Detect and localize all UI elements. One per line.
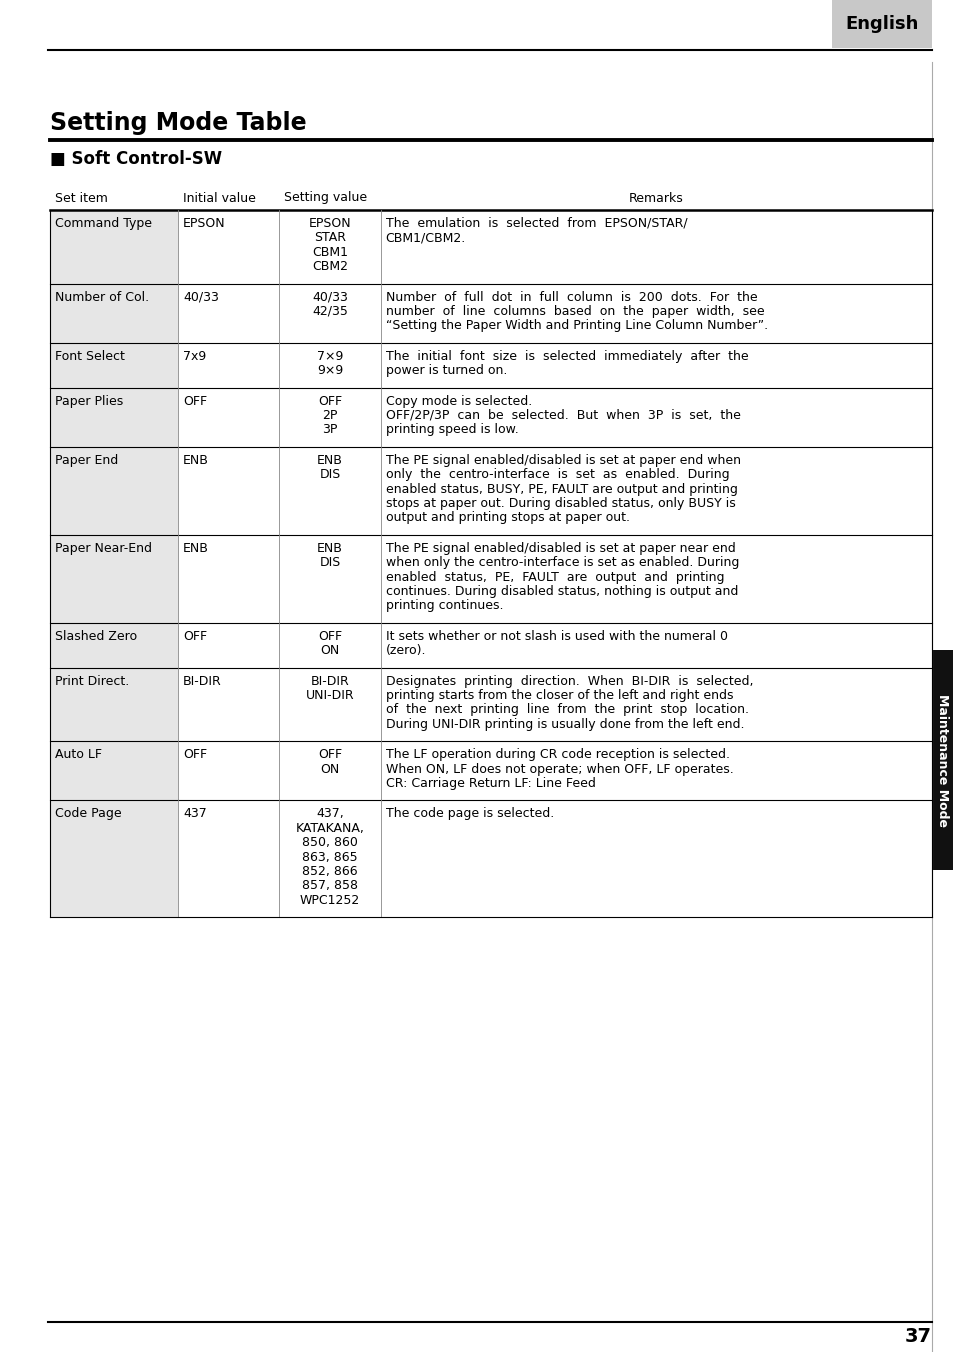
Text: 7x9: 7x9	[183, 350, 206, 362]
Text: Setting Mode Table: Setting Mode Table	[50, 111, 306, 135]
Text: ENB: ENB	[183, 454, 209, 466]
Text: printing starts from the closer of the left and right ends: printing starts from the closer of the l…	[385, 690, 733, 702]
Text: OFF: OFF	[183, 748, 207, 761]
Text: output and printing stops at paper out.: output and printing stops at paper out.	[385, 511, 629, 525]
Bar	[50, 800, 177, 917]
Text: The LF operation during CR code reception is selected.: The LF operation during CR code receptio…	[385, 748, 729, 761]
Text: English: English	[844, 15, 918, 32]
Text: Set item: Set item	[55, 192, 108, 204]
Text: Initial value: Initial value	[183, 192, 255, 204]
Text: The PE signal enabled/disabled is set at paper end when: The PE signal enabled/disabled is set at…	[385, 454, 740, 466]
Text: Code Page: Code Page	[55, 807, 121, 821]
Text: CR: Carriage Return LF: Line Feed: CR: Carriage Return LF: Line Feed	[385, 777, 595, 790]
Text: number  of  line  columns  based  on  the  paper  width,  see: number of line columns based on the pape…	[385, 306, 763, 318]
Bar	[931, 650, 953, 869]
Text: Paper Near-End: Paper Near-End	[55, 542, 152, 554]
Text: 42/35: 42/35	[312, 306, 348, 318]
Text: 437,: 437,	[315, 807, 343, 821]
Text: Paper End: Paper End	[55, 454, 118, 466]
Text: OFF: OFF	[183, 395, 207, 407]
Text: WPC1252: WPC1252	[299, 894, 360, 907]
Text: 37: 37	[904, 1328, 931, 1347]
Bar	[50, 284, 177, 343]
Text: stops at paper out. During disabled status, only BUSY is: stops at paper out. During disabled stat…	[385, 498, 735, 510]
Text: 3P: 3P	[322, 423, 337, 437]
Bar	[50, 535, 177, 623]
Bar	[50, 741, 177, 800]
Text: Designates  printing  direction.  When  BI-DIR  is  selected,: Designates printing direction. When BI-D…	[385, 675, 753, 688]
Text: Slashed Zero: Slashed Zero	[55, 630, 137, 642]
Text: only  the  centro-interface  is  set  as  enabled.  During: only the centro-interface is set as enab…	[385, 468, 729, 481]
Text: CBM2: CBM2	[312, 260, 348, 273]
Text: The  initial  font  size  is  selected  immediately  after  the: The initial font size is selected immedi…	[385, 350, 747, 362]
Text: Copy mode is selected.: Copy mode is selected.	[385, 395, 532, 407]
Text: EPSON: EPSON	[183, 218, 225, 230]
Text: During UNI-DIR printing is usually done from the left end.: During UNI-DIR printing is usually done …	[385, 718, 743, 731]
Text: Command Type: Command Type	[55, 218, 152, 230]
Text: STAR: STAR	[314, 231, 346, 245]
Text: ON: ON	[320, 763, 339, 776]
Text: Font Select: Font Select	[55, 350, 125, 362]
Text: Number of Col.: Number of Col.	[55, 291, 149, 304]
Text: 7×9: 7×9	[316, 350, 343, 362]
Bar	[50, 446, 177, 535]
Bar	[831, 0, 931, 49]
Text: when only the centro-interface is set as enabled. During: when only the centro-interface is set as…	[385, 556, 739, 569]
Text: printing continues.: printing continues.	[385, 599, 503, 612]
Text: power is turned on.: power is turned on.	[385, 364, 507, 377]
Text: continues. During disabled status, nothing is output and: continues. During disabled status, nothi…	[385, 585, 738, 598]
Text: DIS: DIS	[319, 468, 340, 481]
Text: 40/33: 40/33	[183, 291, 218, 304]
Text: printing speed is low.: printing speed is low.	[385, 423, 518, 437]
Text: ■ Soft Control-SW: ■ Soft Control-SW	[50, 150, 222, 168]
Text: The  emulation  is  selected  from  EPSON/STAR/: The emulation is selected from EPSON/STA…	[385, 218, 687, 230]
Text: Number  of  full  dot  in  full  column  is  200  dots.  For  the: Number of full dot in full column is 200…	[385, 291, 757, 304]
Text: 852, 866: 852, 866	[302, 865, 357, 877]
Text: CBM1/CBM2.: CBM1/CBM2.	[385, 231, 465, 245]
Text: OFF/2P/3P  can  be  selected.  But  when  3P  is  set,  the: OFF/2P/3P can be selected. But when 3P i…	[385, 410, 740, 422]
Text: enabled status, BUSY, PE, FAULT are output and printing: enabled status, BUSY, PE, FAULT are outp…	[385, 483, 737, 496]
Text: ENB: ENB	[316, 454, 343, 466]
Text: CBM1: CBM1	[312, 246, 348, 258]
Text: EPSON: EPSON	[309, 218, 351, 230]
Text: OFF: OFF	[317, 395, 342, 407]
Text: Print Direct.: Print Direct.	[55, 675, 129, 688]
Text: It sets whether or not slash is used with the numeral 0: It sets whether or not slash is used wit…	[385, 630, 727, 642]
Bar	[50, 388, 177, 446]
Bar	[50, 668, 177, 741]
Text: OFF: OFF	[183, 630, 207, 642]
Text: ON: ON	[320, 644, 339, 657]
Text: The PE signal enabled/disabled is set at paper near end: The PE signal enabled/disabled is set at…	[385, 542, 735, 554]
Text: 863, 865: 863, 865	[302, 850, 357, 864]
Text: enabled  status,  PE,  FAULT  are  output  and  printing: enabled status, PE, FAULT are output and…	[385, 571, 723, 584]
Text: ENB: ENB	[183, 542, 209, 554]
Text: (zero).: (zero).	[385, 644, 426, 657]
Text: KATAKANA,: KATAKANA,	[295, 822, 364, 834]
Text: 850, 860: 850, 860	[302, 836, 357, 849]
Text: BI-DIR: BI-DIR	[311, 675, 349, 688]
Text: 437: 437	[183, 807, 207, 821]
Text: When ON, LF does not operate; when OFF, LF operates.: When ON, LF does not operate; when OFF, …	[385, 763, 733, 776]
Text: “Setting the Paper Width and Printing Line Column Number”.: “Setting the Paper Width and Printing Li…	[385, 319, 767, 333]
Text: UNI-DIR: UNI-DIR	[305, 690, 354, 702]
Text: ENB: ENB	[316, 542, 343, 554]
Text: BI-DIR: BI-DIR	[183, 675, 221, 688]
Text: Maintenance Mode: Maintenance Mode	[936, 694, 948, 826]
Text: Auto LF: Auto LF	[55, 748, 102, 761]
Text: OFF: OFF	[317, 630, 342, 642]
Bar	[50, 210, 177, 284]
Text: Paper Plies: Paper Plies	[55, 395, 123, 407]
Bar	[50, 623, 177, 668]
Text: The code page is selected.: The code page is selected.	[385, 807, 554, 821]
Text: 40/33: 40/33	[312, 291, 348, 304]
Text: Setting value: Setting value	[284, 192, 367, 204]
Text: of  the  next  printing  line  from  the  print  stop  location.: of the next printing line from the print…	[385, 703, 748, 717]
Text: 857, 858: 857, 858	[302, 879, 357, 892]
Text: DIS: DIS	[319, 556, 340, 569]
Text: OFF: OFF	[317, 748, 342, 761]
Bar	[50, 343, 177, 388]
Text: Remarks: Remarks	[628, 192, 683, 204]
Text: 9×9: 9×9	[316, 364, 343, 377]
Text: 2P: 2P	[322, 410, 337, 422]
